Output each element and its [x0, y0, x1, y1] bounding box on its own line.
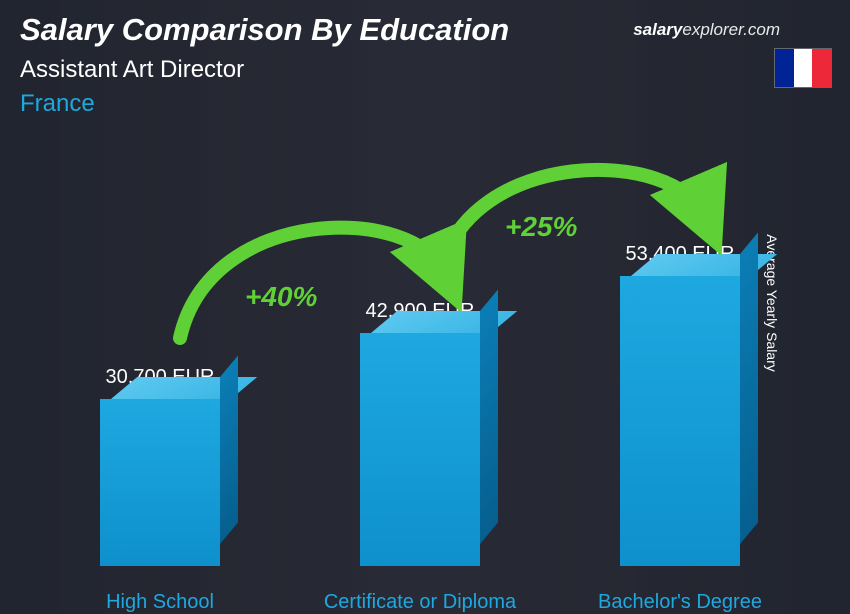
- chart-title: Salary Comparison By Education: [20, 12, 509, 48]
- bar-label: High School: [60, 591, 260, 614]
- bar-label: Bachelor's Degree: [580, 591, 780, 614]
- watermark-light: explorer.com: [682, 20, 780, 39]
- watermark: salaryexplorer.com: [633, 20, 780, 40]
- bar-label: Certificate or Diploma: [320, 591, 520, 614]
- flag-blue: [775, 49, 794, 87]
- flag-white: [794, 49, 813, 87]
- increase-arrow-icon: [50, 146, 790, 566]
- watermark-bold: salary: [633, 20, 682, 39]
- chart-subtitle: Assistant Art Director: [20, 56, 509, 84]
- chart-country: France: [20, 90, 509, 118]
- flag-red: [812, 49, 831, 87]
- bar-chart: 30,700 EURHigh School42,900 EURCertifica…: [50, 146, 790, 566]
- france-flag-icon: [774, 48, 832, 88]
- percent-increase-label: +25%: [505, 211, 577, 243]
- chart-header: Salary Comparison By Education Assistant…: [20, 12, 509, 118]
